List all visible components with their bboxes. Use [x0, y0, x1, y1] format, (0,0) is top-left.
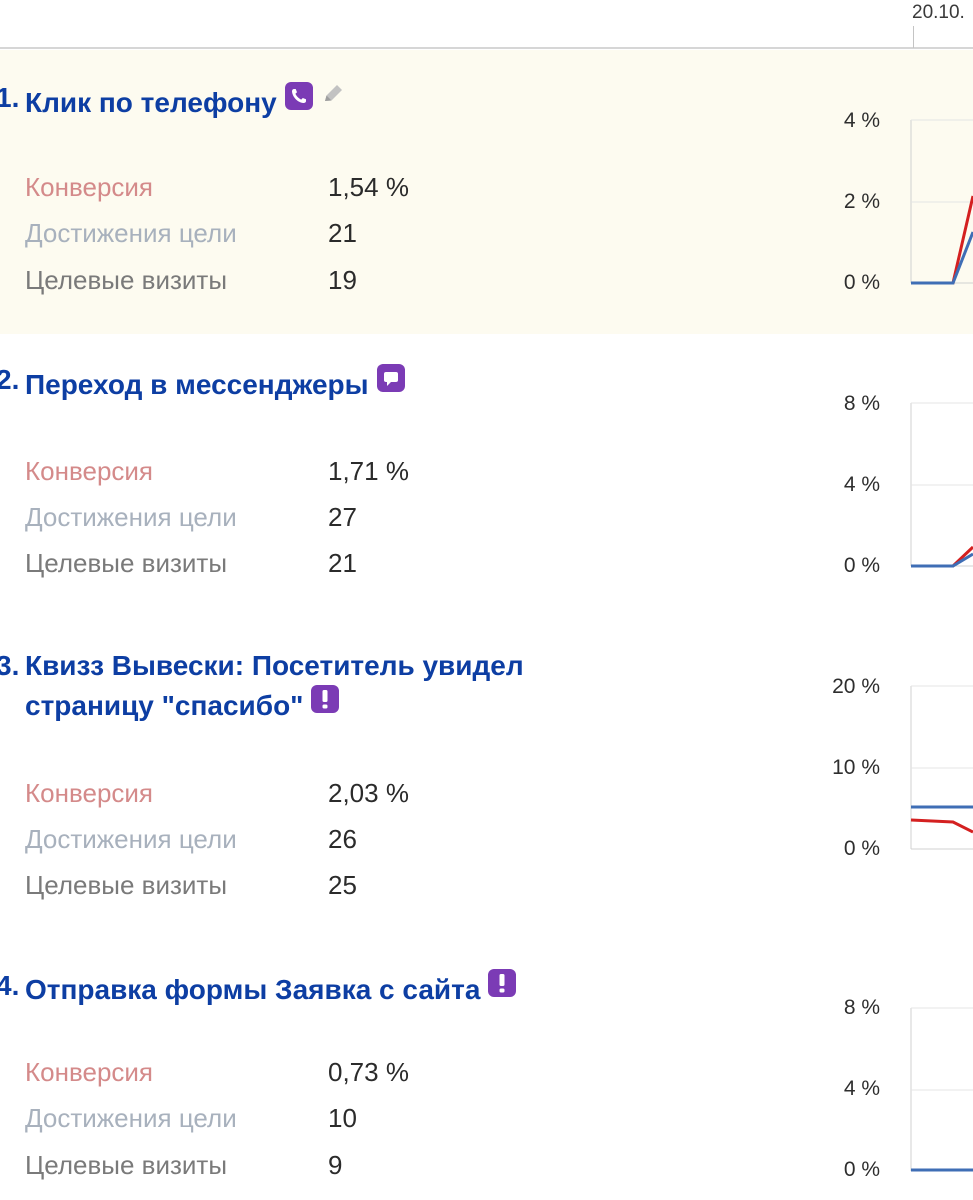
goal-title-link[interactable]: Квизз Вывески: Посетитель увидел страницу…	[25, 647, 524, 725]
y-axis-tick-label: 20 %	[832, 675, 880, 698]
goal-title-line: Отправка формы Заявка с сайта	[25, 974, 481, 1005]
y-axis-tick-label: 8 %	[843, 996, 880, 1019]
goal-title-link[interactable]: Отправка формы Заявка с сайта	[25, 969, 517, 1009]
goal-block-2[interactable]: 2. Переход в мессенджеры Конверсия 1,71 …	[0, 334, 973, 618]
visits-label: Целевые визиты	[25, 1150, 228, 1180]
reaches-value: 27	[328, 502, 357, 532]
reaches-label: Достижения цели	[25, 824, 237, 854]
goal-title-link[interactable]: Переход в мессенджеры	[25, 364, 405, 404]
goal-index: 3.	[0, 650, 20, 681]
conversion-value: 0,73 %	[328, 1057, 409, 1087]
goal-block-4[interactable]: 4. Отправка формы Заявка с сайта Конверс…	[0, 940, 973, 1200]
visits-value: 25	[328, 870, 357, 900]
exclamation-icon	[488, 969, 517, 1007]
visits-value: 19	[328, 265, 357, 295]
y-axis-tick-label: 10 %	[832, 756, 880, 779]
reaches-label: Достижения цели	[25, 218, 237, 248]
conversion-mini-chart[interactable]	[908, 682, 973, 852]
y-axis-tick-label: 0 %	[843, 1158, 880, 1181]
date-tick	[913, 26, 914, 48]
reaches-value: 21	[328, 218, 357, 248]
goal-title-line: Переход в мессенджеры	[25, 369, 369, 400]
phone-icon	[284, 82, 313, 120]
conversion-label: Конверсия	[25, 456, 154, 486]
conversion-mini-chart[interactable]	[908, 116, 973, 286]
visits-label: Целевые визиты	[25, 265, 228, 295]
conversion-label: Конверсия	[25, 172, 154, 202]
conversion-value: 1,54 %	[328, 172, 409, 202]
chart-series-blue	[911, 552, 973, 568]
chart-series-red	[911, 195, 973, 285]
report-header-bar: 20.10.	[0, 0, 973, 49]
y-axis-tick-label: 8 %	[843, 392, 880, 415]
chart-series-red	[910, 818, 973, 834]
pencil-edit-icon[interactable]	[319, 80, 347, 118]
y-axis-tick-label: 4 %	[843, 473, 880, 496]
visits-value: 9	[328, 1150, 343, 1180]
y-axis-tick-label: 2 %	[843, 190, 880, 213]
y-axis-tick-label: 4 %	[843, 1077, 880, 1100]
goal-block-1[interactable]: 1. Клик по телефону Конверсия 1,54 % Дос…	[0, 50, 973, 334]
chart-series-blue	[911, 231, 973, 285]
conversion-mini-chart[interactable]	[908, 1004, 973, 1174]
y-axis-tick-label: 4 %	[843, 109, 880, 132]
reaches-label: Достижения цели	[25, 1103, 237, 1133]
conversion-value: 1,71 %	[328, 456, 409, 486]
y-axis-tick-label: 0 %	[843, 271, 880, 294]
exclamation-icon	[311, 685, 340, 723]
goal-title-line: Квизз Вывески: Посетитель увидел	[25, 650, 524, 681]
reaches-value: 26	[328, 824, 357, 854]
y-axis-tick-label: 0 %	[843, 837, 880, 860]
reaches-value: 10	[328, 1103, 357, 1133]
goal-title-line: Клик по телефону	[25, 87, 277, 118]
goal-title-line: страницу "спасибо"	[25, 690, 304, 721]
chart-series-red	[911, 545, 973, 568]
y-axis-tick-label: 0 %	[843, 554, 880, 577]
visits-label: Целевые визиты	[25, 870, 228, 900]
goal-title-link[interactable]: Клик по телефону	[25, 80, 347, 122]
message-icon	[376, 364, 405, 402]
conversion-label: Конверсия	[25, 778, 154, 808]
date-column-label: 20.10.	[912, 2, 965, 23]
goal-index: 2.	[0, 364, 20, 395]
visits-label: Целевые визиты	[25, 548, 228, 578]
goal-index: 4.	[0, 970, 20, 1001]
reaches-label: Достижения цели	[25, 502, 237, 532]
conversion-label: Конверсия	[25, 1057, 154, 1087]
conversion-mini-chart[interactable]	[908, 399, 973, 569]
goal-block-3[interactable]: 3. Квизз Вывески: Посетитель увидел стран…	[0, 618, 973, 940]
conversion-value: 2,03 %	[328, 778, 409, 808]
goal-index: 1.	[0, 82, 20, 113]
visits-value: 21	[328, 548, 357, 578]
